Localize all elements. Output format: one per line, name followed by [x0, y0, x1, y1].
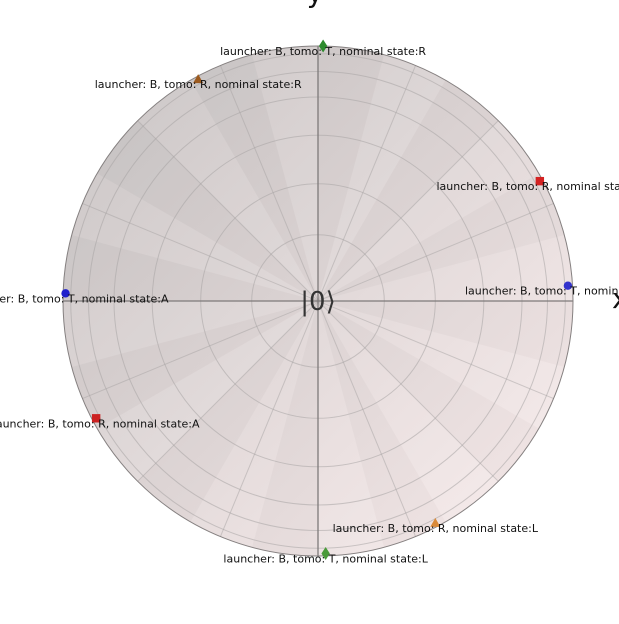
data-point-marker: [535, 176, 545, 186]
shading-wedge: [318, 301, 565, 429]
data-point-marker: [321, 546, 330, 560]
sphere-axes: [63, 46, 573, 556]
shading-wedge: [97, 301, 319, 482]
x-axis-label: x: [612, 282, 619, 315]
data-point-label: launcher: B, tomo: R, nominal state:L: [333, 522, 539, 535]
shading-wedge: [63, 301, 318, 367]
data-point-label: launcher: B, tomo: T, nominal state:L: [223, 552, 428, 565]
shading-wedge: [318, 235, 573, 301]
data-point-label: launcher: B, tomo: T, nominal state:A: [465, 285, 619, 298]
shading-wedge: [318, 301, 384, 556]
data-point-label: launcher: B, tomo: R, nominal state:A: [0, 417, 200, 430]
data-point-marker: [430, 517, 441, 527]
shading-wedge: [137, 80, 318, 302]
sphere-shading: [63, 46, 573, 556]
shading-wedge: [318, 301, 499, 522]
data-point-label: launcher: B, tomo: R, nominal state:A: [436, 180, 619, 193]
data-point-marker: [193, 74, 204, 84]
data-points: launcher: B, tomo: T, nominal state:R lau…: [0, 39, 619, 565]
data-point-marker: [91, 414, 101, 423]
data-point-label: launcher: B, tomo: T, nominal state:R: [220, 45, 426, 58]
shading-wedge: [318, 54, 446, 301]
data-point-marker: [563, 281, 573, 290]
data-point-marker: [318, 39, 328, 53]
sphere-outline: [62, 45, 574, 557]
data-point-marker: [61, 289, 70, 298]
shading-wedge: [71, 173, 319, 301]
shading-wedge: [252, 46, 318, 301]
shading-wedge: [190, 301, 318, 548]
shading-wedge: [318, 120, 539, 301]
data-point-label: launcher: B, tomo: T, nominal state:A: [0, 292, 169, 305]
y-axis-label: y: [307, 0, 324, 9]
data-point-label: launcher: B, tomo: R, nominal state:R: [95, 78, 302, 91]
center-ket-label: |0⟩: [300, 287, 335, 317]
